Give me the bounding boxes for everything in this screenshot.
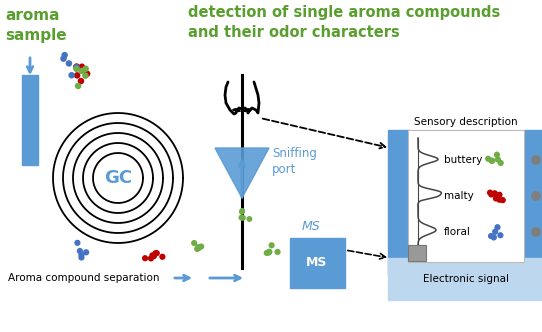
Point: [60, 52, 69, 58]
Bar: [524, 130, 542, 285]
Point: [489, 235, 498, 240]
Point: [77, 255, 86, 260]
Point: [152, 250, 161, 256]
Bar: [388, 130, 410, 275]
Text: GC: GC: [104, 169, 132, 187]
Point: [73, 240, 82, 245]
Text: Sniffing
port: Sniffing port: [272, 147, 317, 177]
Point: [195, 245, 203, 251]
Point: [151, 251, 160, 256]
Text: Aroma compound separation: Aroma compound separation: [8, 273, 159, 283]
Point: [264, 250, 273, 255]
Point: [496, 233, 505, 238]
Point: [190, 240, 198, 246]
Point: [487, 192, 496, 197]
Point: [81, 73, 90, 78]
Point: [262, 250, 271, 256]
Point: [74, 83, 82, 89]
Text: Electronic signal: Electronic signal: [423, 274, 509, 284]
Point: [493, 224, 502, 230]
Point: [81, 66, 90, 71]
Text: MS: MS: [302, 220, 321, 233]
Point: [265, 249, 274, 254]
Point: [158, 254, 167, 259]
Text: aroma
sample: aroma sample: [5, 8, 67, 43]
Point: [72, 64, 81, 69]
Bar: [290, 238, 345, 288]
Point: [491, 229, 500, 234]
Point: [496, 160, 505, 166]
Polygon shape: [215, 148, 269, 198]
Text: Sensory description: Sensory description: [414, 117, 518, 127]
Bar: [408, 245, 426, 261]
Point: [238, 215, 247, 220]
Text: floral: floral: [444, 227, 471, 237]
Point: [78, 68, 86, 74]
Point: [72, 64, 81, 69]
Point: [147, 256, 156, 261]
Point: [83, 71, 92, 76]
Point: [273, 249, 282, 255]
Point: [194, 245, 203, 250]
Point: [148, 253, 157, 258]
Point: [73, 73, 81, 78]
Point: [238, 208, 247, 213]
Point: [77, 252, 86, 258]
Text: buttery: buttery: [444, 155, 482, 165]
Point: [59, 56, 68, 61]
Point: [486, 190, 494, 195]
Point: [72, 64, 81, 70]
Point: [237, 209, 246, 214]
Point: [75, 248, 84, 254]
Text: MS: MS: [306, 257, 328, 270]
Point: [495, 197, 504, 203]
Point: [237, 215, 246, 220]
Point: [245, 216, 254, 222]
Point: [82, 250, 91, 255]
Point: [141, 256, 150, 261]
Point: [532, 229, 540, 235]
Point: [197, 244, 205, 249]
Point: [492, 196, 500, 201]
Point: [78, 64, 86, 69]
Point: [532, 157, 540, 163]
Point: [487, 233, 495, 239]
Point: [491, 191, 499, 196]
Point: [493, 152, 501, 157]
Point: [193, 246, 202, 252]
Bar: [408, 130, 524, 262]
Text: malty: malty: [444, 191, 474, 201]
Text: detection of single aroma compounds
and their odor characters: detection of single aroma compounds and …: [188, 5, 500, 40]
Point: [267, 243, 276, 248]
Point: [495, 192, 504, 198]
Point: [532, 193, 540, 199]
Point: [67, 73, 76, 78]
Point: [72, 66, 81, 71]
Point: [494, 157, 502, 162]
Point: [487, 158, 496, 163]
Point: [499, 198, 507, 203]
Point: [484, 156, 493, 161]
Point: [150, 254, 158, 259]
Point: [488, 158, 496, 163]
Bar: [22, 75, 38, 165]
Point: [76, 78, 85, 84]
Point: [64, 61, 73, 66]
Bar: [388, 258, 542, 300]
